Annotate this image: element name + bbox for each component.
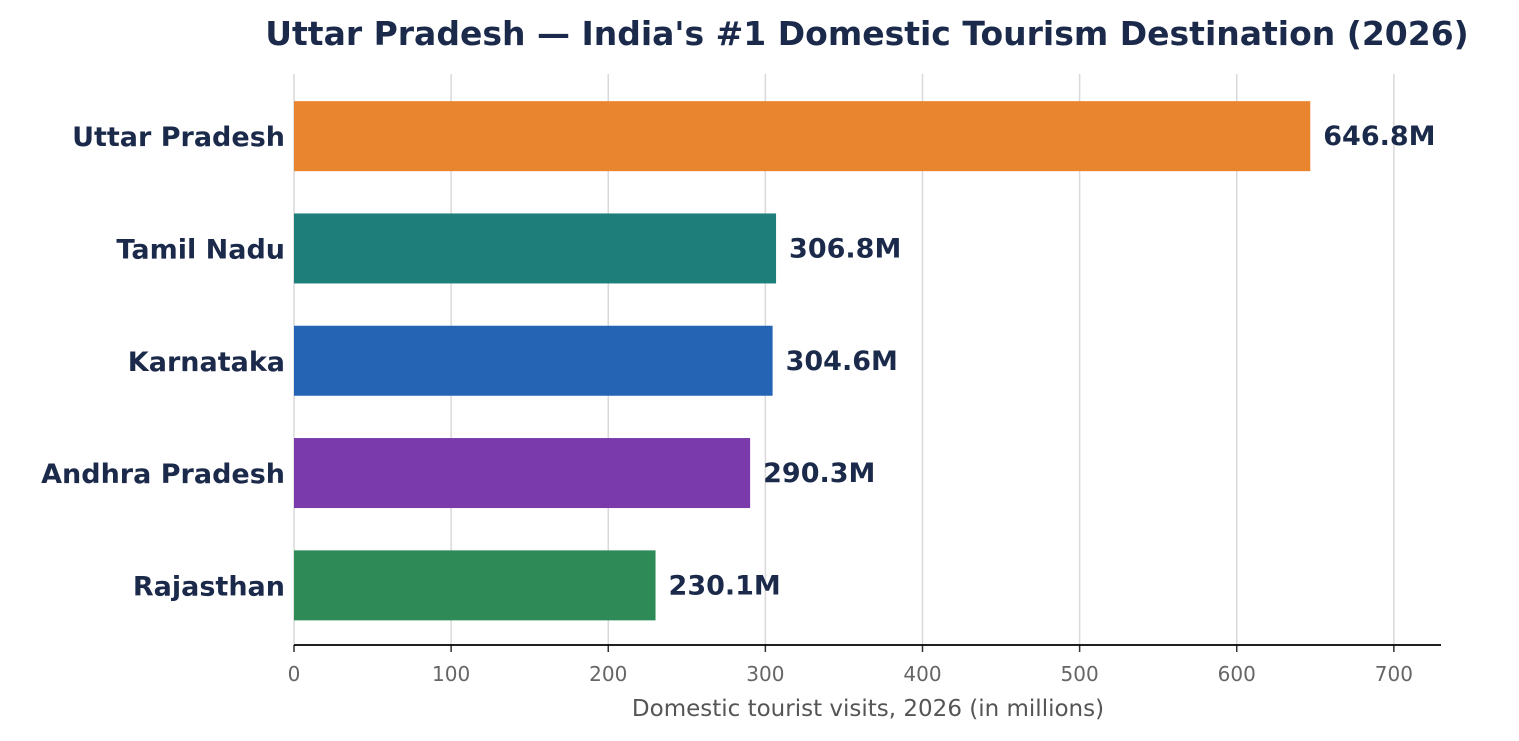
value-label: 230.1M (669, 570, 781, 601)
x-tick-label: 700 (1375, 662, 1413, 686)
x-tick-label: 0 (288, 662, 301, 686)
bar (294, 438, 751, 509)
x-tick-label: 500 (1061, 662, 1099, 686)
x-axis-title: Domestic tourist visits, 2026 (in millio… (632, 696, 1104, 722)
value-label: 290.3M (763, 458, 875, 489)
category-label: Andhra Pradesh (41, 459, 285, 490)
bar (294, 101, 1311, 172)
category-label: Uttar Pradesh (72, 122, 285, 153)
category-label: Tamil Nadu (116, 234, 285, 265)
bar (294, 213, 777, 284)
bar (294, 325, 773, 396)
labels: Uttar Pradesh 646.8M Tamil Nadu 306.8M Karna… (41, 121, 1435, 602)
bars (294, 101, 1311, 621)
bar (294, 550, 656, 621)
chart-title: Uttar Pradesh — India's #1 Domestic Tour… (265, 14, 1469, 53)
x-tick-label: 200 (589, 662, 627, 686)
category-label: Karnataka (128, 347, 285, 378)
x-tick-label: 100 (432, 662, 470, 686)
value-label: 646.8M (1323, 121, 1435, 152)
value-label: 304.6M (786, 346, 898, 377)
x-tick-label: 400 (903, 662, 941, 686)
x-tick-label: 300 (746, 662, 784, 686)
x-axis: 0 100 200 300 400 500 600 700 (288, 644, 1441, 686)
x-tick-label: 600 (1218, 662, 1256, 686)
category-label: Rajasthan (133, 571, 285, 602)
value-label: 306.8M (789, 233, 901, 264)
